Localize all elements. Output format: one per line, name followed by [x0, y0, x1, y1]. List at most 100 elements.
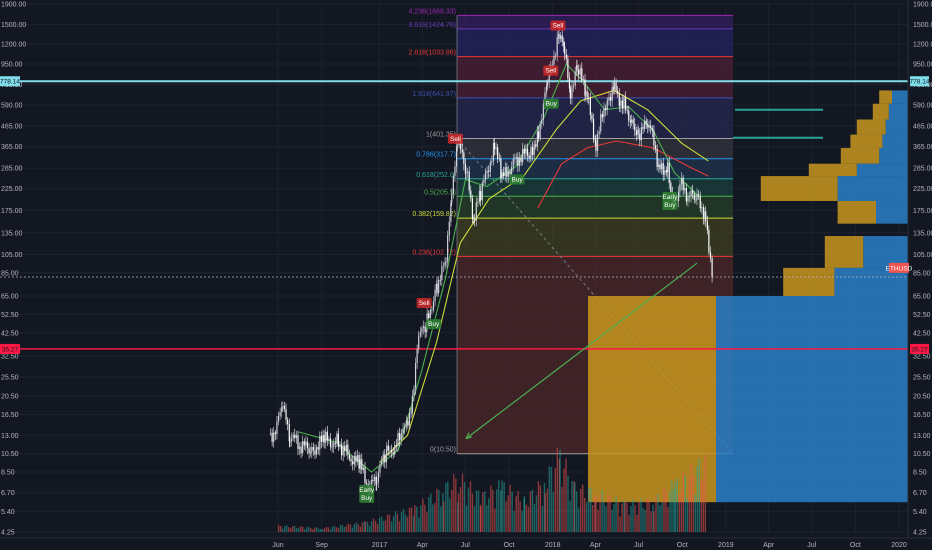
candle-body	[701, 207, 703, 209]
candle-body	[493, 143, 496, 150]
candle-body	[586, 90, 588, 98]
volume-bar	[574, 482, 576, 532]
profile-bar-down	[760, 176, 838, 201]
candle-body	[642, 127, 644, 129]
y-tick-label: 135.00	[913, 230, 932, 237]
volume-bar	[284, 526, 286, 532]
y-tick-label-left: 465.00	[1, 123, 23, 130]
volume-bar	[537, 481, 540, 532]
candle-body	[639, 133, 641, 141]
volume-bar	[428, 497, 430, 532]
candle-body	[626, 109, 628, 111]
x-tick-label: Sep	[315, 542, 328, 549]
x-tick-label: Jun	[272, 542, 283, 549]
trend-lines[interactable]	[465, 262, 698, 440]
volume-bar	[648, 498, 650, 532]
candle-body	[629, 120, 631, 123]
candle-body	[478, 191, 481, 202]
candle-body	[400, 433, 403, 435]
profile-bar-down	[872, 103, 889, 120]
candle-body	[647, 124, 649, 128]
x-axis[interactable]: Jun Sep 2017 Apr Jul Oct 2018 Apr Jul Oct 2019 Apr J…	[0, 537, 932, 550]
candle-body	[611, 86, 613, 101]
signal-label: Sell	[450, 136, 461, 143]
trend-arrow-line[interactable]	[465, 262, 698, 440]
volume-bar	[392, 516, 395, 532]
candle-body	[613, 86, 615, 90]
candle-body	[503, 172, 505, 177]
volume-bar	[492, 489, 494, 532]
volume-bar	[696, 465, 699, 532]
fib-level-label: 0.236(102.72)	[412, 249, 456, 256]
volume-bar	[563, 468, 565, 532]
candle-body	[564, 46, 566, 55]
volume-bar	[396, 514, 399, 532]
y-tick-label-left: 1900.00	[1, 2, 26, 9]
candle-body	[295, 435, 297, 439]
volume-bar	[556, 447, 559, 532]
volume-bar	[605, 506, 607, 532]
volume-bar	[314, 527, 316, 532]
volume-bar	[541, 506, 544, 532]
candle-body	[591, 115, 593, 120]
candle-body	[598, 131, 600, 135]
volume-bar	[359, 526, 362, 532]
volume-bar	[511, 491, 513, 532]
horizontal-lines[interactable]	[0, 80, 932, 350]
profile-bar-down	[850, 134, 883, 148]
y-tick-label: 365.00	[913, 144, 932, 151]
candle-body	[600, 114, 602, 132]
candle-body	[475, 202, 477, 221]
candle-body	[439, 279, 441, 281]
candle-body	[594, 139, 596, 141]
volume-bar	[404, 514, 407, 532]
candle-body	[461, 149, 463, 153]
candle-body	[554, 55, 557, 57]
volume-bar	[366, 521, 369, 532]
fib-band	[457, 178, 733, 197]
volume-bar	[533, 503, 536, 532]
volume-bar	[638, 501, 640, 532]
candle-body	[481, 183, 483, 201]
ma-slow-line	[537, 140, 709, 209]
candle-body	[628, 110, 630, 121]
candle-body	[568, 78, 571, 89]
candle-body	[359, 459, 361, 469]
y-tick-label-left: 5.40	[1, 509, 15, 516]
volume-bar	[663, 488, 665, 532]
candle-body	[653, 130, 655, 146]
volume-bar	[652, 504, 654, 532]
candle-body	[609, 97, 612, 101]
candle-body	[635, 130, 637, 136]
y-tick-label: 4.25	[913, 530, 927, 537]
volume-bar	[690, 464, 693, 532]
volume-bar	[418, 517, 420, 532]
candle-body	[531, 147, 534, 155]
candle-body	[551, 64, 553, 66]
price-series	[269, 28, 713, 498]
candle-body	[595, 140, 597, 151]
volume-bar	[676, 478, 679, 532]
candle-body	[426, 313, 428, 325]
volume-bar	[453, 473, 455, 532]
candle-body	[644, 120, 646, 129]
volume-bar	[688, 478, 691, 532]
y-tick-label-left: 85.00	[1, 270, 19, 277]
candle-body	[424, 326, 426, 333]
candle-body	[418, 335, 420, 349]
candle-body	[288, 424, 290, 442]
signal-label: Buy	[428, 321, 440, 328]
candle-body	[402, 428, 404, 434]
candle-body	[447, 235, 449, 262]
candle-body	[708, 230, 710, 253]
profile-bar-up	[885, 119, 908, 135]
candle-body	[451, 194, 453, 204]
volume-bar	[619, 516, 621, 532]
y-tick-label: 1200.00	[913, 41, 932, 48]
y-tick-label-left: 1500.00	[1, 22, 26, 29]
candle-body	[365, 483, 368, 485]
candle-body	[398, 433, 401, 441]
candle-body	[512, 158, 514, 168]
